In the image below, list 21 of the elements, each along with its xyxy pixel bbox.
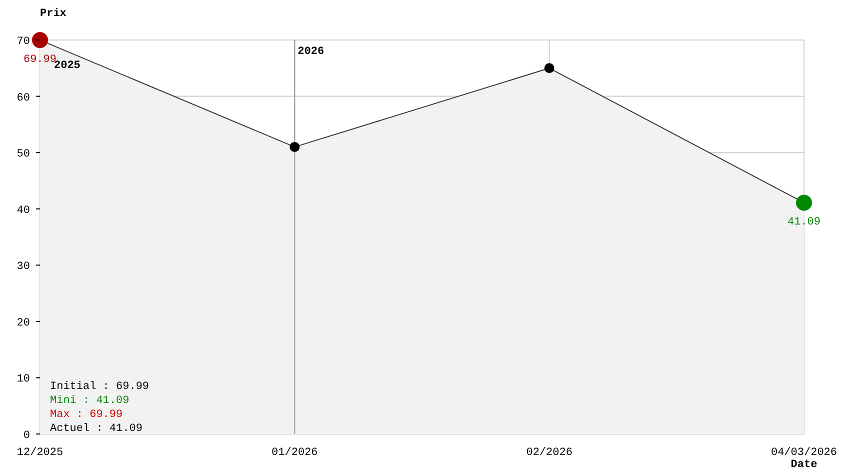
y-tick-label: 10 [16,374,30,386]
y-tick-label: 20 [16,317,30,330]
y-tick-label: 50 [16,148,30,161]
y-tick-label: 40 [16,204,30,217]
ref-line-label: 2026 [298,46,324,58]
y-tick-label: 60 [16,92,30,104]
annotation: Mini : 41.09 [50,395,130,407]
y-axis-title: Prix [40,8,67,20]
y-tick-label: 30 [16,261,30,274]
annotation: Initial : 69.99 [50,381,150,393]
data-label: 41.09 [787,216,821,229]
annotation: 2025 [54,60,81,72]
y-tick-label: 70 [16,36,30,48]
x-tick-label: 12/2025 [16,447,64,459]
x-axis-title: Date [790,459,818,471]
x-tick-label: 01/2026 [272,447,318,459]
y-tick-label: 0 [23,430,30,442]
x-tick-label: 02/2026 [526,447,572,459]
x-tick-label: 04/03/2026 [770,447,838,459]
annotation: Actuel : 41.09 [50,423,142,435]
annotation: Max : 69.99 [50,409,123,421]
